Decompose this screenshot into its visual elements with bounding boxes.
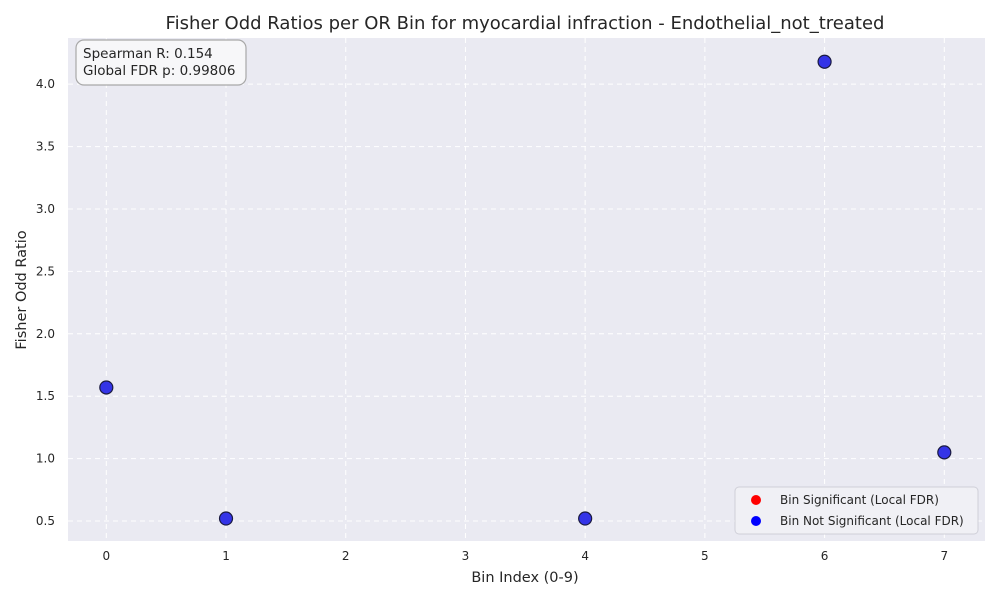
x-axis-label: Bin Index (0-9) bbox=[471, 570, 578, 586]
data-point bbox=[578, 511, 593, 526]
data-point bbox=[937, 445, 952, 460]
x-tick-labels: 0 1 2 3 4 5 6 7 bbox=[102, 549, 948, 563]
data-points bbox=[99, 54, 952, 526]
y-tick-label: 0.5 bbox=[36, 514, 55, 528]
x-tick-label: 7 bbox=[940, 549, 948, 563]
x-tick-label: 5 bbox=[701, 549, 709, 563]
grid-lines bbox=[68, 38, 985, 541]
data-point bbox=[99, 380, 114, 395]
legend-label-not-significant: Bin Not Significant (Local FDR) bbox=[780, 514, 964, 528]
y-tick-label: 1.5 bbox=[36, 389, 55, 403]
legend-frame bbox=[734, 486, 979, 535]
x-tick-label: 2 bbox=[342, 549, 350, 563]
stats-global-fdr: Global FDR p: 0.99806 bbox=[83, 63, 235, 79]
legend-label-significant: Bin Significant (Local FDR) bbox=[780, 493, 939, 507]
legend: Bin Significant (Local FDR) Bin Not Sign… bbox=[734, 486, 979, 535]
plot-area bbox=[68, 38, 985, 541]
y-tick-label: 4.0 bbox=[36, 77, 55, 91]
stats-box-frame bbox=[75, 39, 247, 86]
y-tick-label: 3.5 bbox=[36, 140, 55, 154]
x-tick-label: 6 bbox=[821, 549, 829, 563]
chart-title: Fisher Odd Ratios per OR Bin for myocard… bbox=[166, 13, 885, 34]
y-tick-label: 2.0 bbox=[36, 327, 55, 341]
legend-marker-significant bbox=[751, 495, 761, 505]
data-point bbox=[218, 511, 234, 526]
y-tick-label: 3.0 bbox=[36, 202, 55, 216]
y-tick-label: 1.0 bbox=[36, 452, 55, 466]
x-tick-label: 3 bbox=[462, 549, 470, 563]
stats-spearman: Spearman R: 0.154 bbox=[83, 46, 213, 62]
stats-box: Spearman R: 0.154 Global FDR p: 0.99806 bbox=[75, 39, 247, 86]
x-tick-label: 1 bbox=[222, 549, 230, 563]
legend-marker-not-significant bbox=[751, 516, 761, 526]
y-tick-labels: 0.5 1.0 1.5 2.0 2.5 3.0 3.5 4.0 bbox=[36, 77, 55, 528]
y-tick-label: 2.5 bbox=[36, 264, 55, 278]
x-tick-label: 0 bbox=[102, 549, 110, 563]
x-tick-label: 4 bbox=[581, 549, 589, 563]
y-axis-label: Fisher Odd Ratio bbox=[14, 230, 30, 349]
data-point bbox=[817, 54, 832, 69]
